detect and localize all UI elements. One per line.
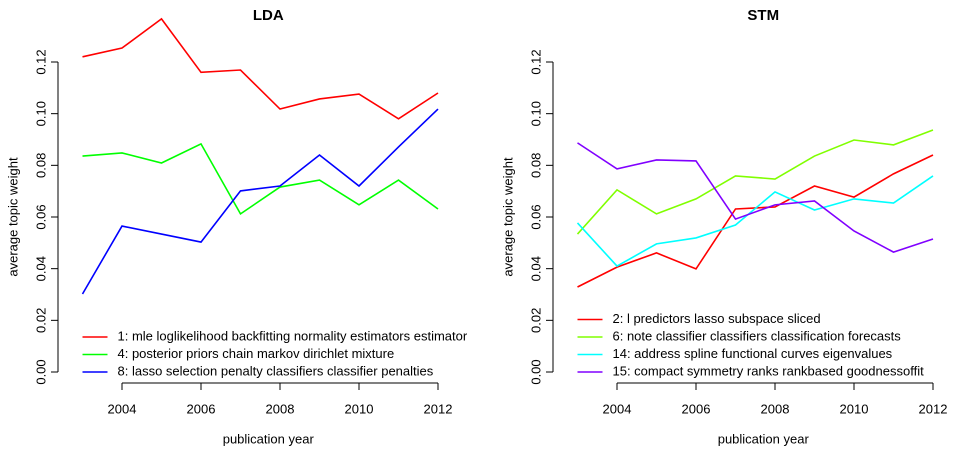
legend-label: 6: note classifier classifiers classific… xyxy=(613,328,902,343)
y-tick-label: 0.06 xyxy=(33,204,48,229)
y-tick-label: 0.00 xyxy=(528,359,543,384)
x-tick-label: 2008 xyxy=(266,401,295,416)
data-line xyxy=(577,154,934,288)
x-axis-label: publication year xyxy=(718,431,810,446)
data-line xyxy=(577,142,934,254)
chart-title: LDA xyxy=(253,7,284,24)
legend-label: 15: compact symmetry ranks rankbased goo… xyxy=(613,363,925,378)
legend-label: 1: mle loglikelihood backfitting normali… xyxy=(118,328,468,343)
y-axis-label: average topic weight xyxy=(5,157,20,277)
x-tick-label: 2008 xyxy=(761,401,790,416)
x-tick-label: 2012 xyxy=(919,401,948,416)
y-tick-label: 0.04 xyxy=(33,256,48,281)
legend-label: 14: address spline functional curves eig… xyxy=(613,346,893,361)
x-tick-label: 2010 xyxy=(345,401,374,416)
y-tick-label: 0.12 xyxy=(33,49,48,74)
chart-title: STM xyxy=(747,7,779,24)
x-tick-label: 2004 xyxy=(603,401,632,416)
data-line xyxy=(81,108,439,295)
data-line xyxy=(576,175,934,268)
legend-label: 4: posterior priors chain markov dirichl… xyxy=(118,346,395,361)
y-tick-label: 0.10 xyxy=(33,101,48,126)
y-tick-label: 0.04 xyxy=(528,256,543,281)
y-tick-label: 0.12 xyxy=(528,49,543,74)
y-axis-label: average topic weight xyxy=(500,157,515,277)
x-tick-label: 2006 xyxy=(187,401,216,416)
y-tick-label: 0.06 xyxy=(528,204,543,229)
y-tick-label: 0.08 xyxy=(528,153,543,178)
x-tick-label: 2012 xyxy=(424,401,453,416)
data-line xyxy=(82,142,439,216)
x-tick-label: 2010 xyxy=(840,401,869,416)
y-tick-label: 0.10 xyxy=(528,101,543,126)
legend-label: 2: l predictors lasso subspace sliced xyxy=(613,311,821,326)
data-line xyxy=(576,129,934,235)
x-tick-label: 2004 xyxy=(108,401,137,416)
y-tick-label: 0.08 xyxy=(33,153,48,178)
y-tick-label: 0.02 xyxy=(33,308,48,333)
x-axis-label: publication year xyxy=(223,431,315,446)
y-tick-label: 0.02 xyxy=(528,308,543,333)
data-line xyxy=(82,17,439,120)
legend-label: 8: lasso selection penalty classifiers c… xyxy=(118,363,434,378)
x-tick-label: 2006 xyxy=(682,401,711,416)
y-tick-label: 0.00 xyxy=(33,359,48,384)
